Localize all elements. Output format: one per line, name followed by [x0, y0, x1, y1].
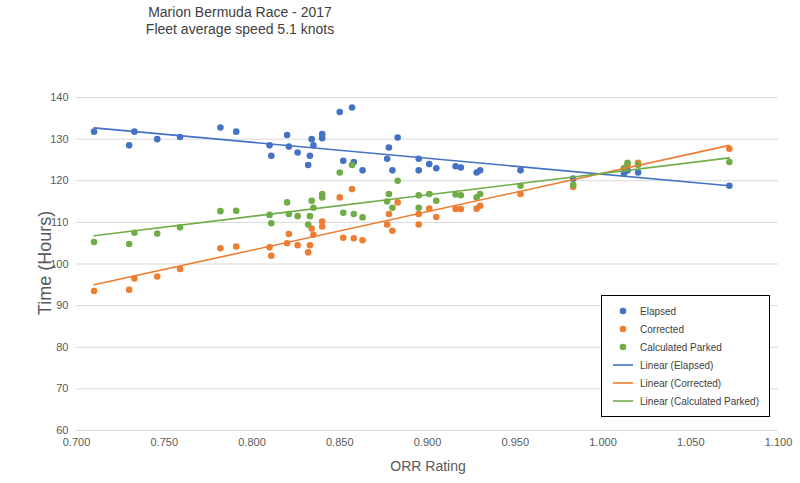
html-text:Elapsed: Elapsed: [640, 305, 677, 317]
svg-text:1.100: 1.100: [765, 436, 793, 448]
svg-text:120: 120: [50, 174, 68, 186]
html-text:Linear (Elapsed): Linear (Elapsed): [640, 359, 714, 371]
svg-text:110: 110: [51, 215, 69, 228]
svg-text:1.000: 1.000: [589, 436, 617, 448]
svg-text:100: 100: [50, 257, 69, 270]
svg-text:0.700: 0.700: [63, 436, 91, 448]
svg-text:1.050: 1.050: [677, 436, 705, 448]
svg-text:60: 60: [56, 424, 68, 436]
svg-text:0.750: 0.750: [150, 436, 178, 448]
svg-text:130: 130: [50, 133, 68, 145]
html-text:Corrected: Corrected: [640, 323, 684, 335]
html-text:Linear (Calculated Parked): Linear (Calculated Parked): [640, 395, 759, 407]
svg-text:80: 80: [56, 341, 68, 353]
svg-text:0.900: 0.900: [414, 436, 442, 448]
html-text:Marion Bermuda Race - 2017: Marion Bermuda Race - 2017: [148, 4, 332, 20]
html-text:Time (Hours): Time (Hours): [34, 210, 55, 316]
html-text:Fleet average speed 5.1 knots: Fleet average speed 5.1 knots: [145, 21, 335, 37]
svg-text:70: 70: [56, 382, 68, 394]
svg-text:90: 90: [56, 299, 68, 311]
html-text:Linear (Corrected): Linear (Corrected): [640, 377, 722, 389]
svg-text:0.800: 0.800: [238, 436, 266, 448]
svg-text:140: 140: [50, 91, 68, 103]
html-text:Calculated Parked: Calculated Parked: [640, 341, 722, 353]
svg-text:0.850: 0.850: [326, 436, 354, 448]
svg-text:0.950: 0.950: [501, 436, 529, 448]
html-text:ORR Rating: ORR Rating: [390, 458, 466, 474]
